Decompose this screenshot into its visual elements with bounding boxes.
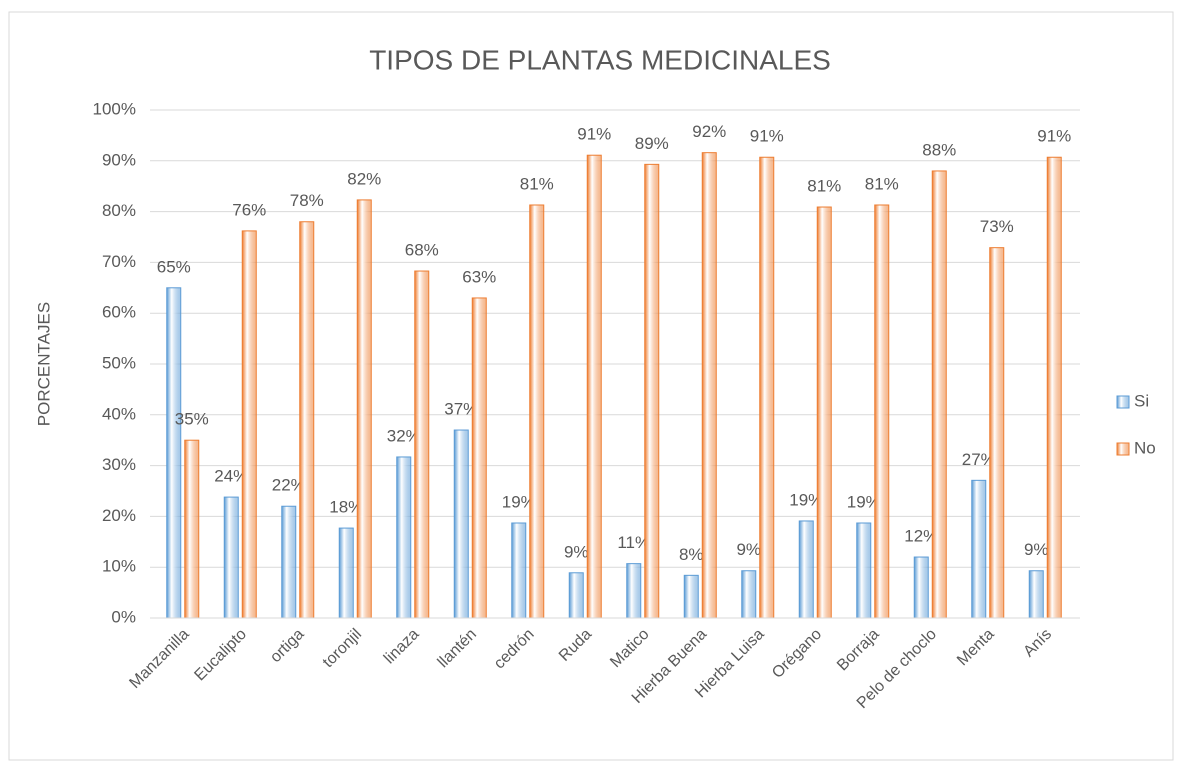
bar xyxy=(913,556,929,619)
data-label: 24% xyxy=(214,467,248,486)
bar xyxy=(1028,570,1044,619)
data-label: 81% xyxy=(807,177,841,196)
data-label: 9% xyxy=(736,540,761,559)
bar xyxy=(586,154,602,619)
bar xyxy=(281,505,297,619)
data-label: 37% xyxy=(444,400,478,419)
bar xyxy=(759,156,775,619)
data-label: 32% xyxy=(387,426,421,445)
data-label: 78% xyxy=(290,191,324,210)
y-tick-label: 0% xyxy=(111,607,136,626)
bar xyxy=(989,247,1005,619)
data-label: 19% xyxy=(847,492,881,511)
bar xyxy=(626,563,642,619)
data-label: 91% xyxy=(750,127,784,146)
data-label: 65% xyxy=(157,257,191,276)
bar xyxy=(241,230,257,619)
bar xyxy=(223,496,239,619)
bar xyxy=(874,204,890,619)
chart-title: TIPOS DE PLANTAS MEDICINALES xyxy=(369,44,831,75)
data-label: 91% xyxy=(1037,127,1071,146)
data-label: 12% xyxy=(904,527,938,546)
legend-swatch xyxy=(1116,442,1130,456)
bar xyxy=(184,439,200,619)
data-label: 76% xyxy=(232,200,266,219)
bar xyxy=(816,206,832,619)
bar xyxy=(338,527,354,619)
bar xyxy=(701,152,717,619)
data-label: 81% xyxy=(865,174,899,193)
data-label: 11% xyxy=(617,533,650,552)
bar xyxy=(356,199,372,619)
bar xyxy=(1046,156,1062,619)
data-label: 9% xyxy=(1024,540,1049,559)
bar xyxy=(568,572,584,619)
data-label: 63% xyxy=(462,267,496,286)
y-tick-label: 90% xyxy=(102,150,136,169)
bar xyxy=(683,574,699,619)
data-label: 89% xyxy=(635,134,669,153)
bar xyxy=(453,429,469,619)
data-label: 81% xyxy=(520,174,554,193)
y-tick-label: 30% xyxy=(102,455,136,474)
data-label: 19% xyxy=(789,490,823,509)
y-tick-label: 100% xyxy=(93,99,136,118)
bar xyxy=(856,522,872,619)
bar xyxy=(529,204,545,619)
y-tick-label: 70% xyxy=(102,252,136,271)
y-tick-label: 20% xyxy=(102,506,136,525)
bar xyxy=(741,570,757,619)
legend-label: Si xyxy=(1134,391,1149,410)
y-tick-label: 50% xyxy=(102,353,136,372)
data-label: 73% xyxy=(980,217,1014,236)
bar xyxy=(644,163,660,619)
y-tick-label: 40% xyxy=(102,404,136,423)
y-axis-title: PORCENTAJES xyxy=(34,302,53,426)
bar xyxy=(931,170,947,619)
y-tick-label: 80% xyxy=(102,201,136,220)
data-label: 68% xyxy=(405,241,439,260)
data-label: 92% xyxy=(692,122,726,141)
data-label: 9% xyxy=(564,542,589,561)
bar xyxy=(299,221,315,619)
bar xyxy=(166,287,182,619)
data-label: 22% xyxy=(272,476,306,495)
bar xyxy=(414,270,430,619)
data-label: 8% xyxy=(679,545,704,564)
bar xyxy=(971,479,987,619)
bar xyxy=(396,456,412,619)
data-label: 18% xyxy=(329,498,363,517)
bar xyxy=(471,297,487,619)
y-tick-label: 60% xyxy=(102,303,136,322)
data-label: 91% xyxy=(577,125,611,144)
data-label: 35% xyxy=(175,410,209,429)
data-label: 19% xyxy=(502,492,536,511)
legend-swatch xyxy=(1116,395,1130,409)
bar xyxy=(511,522,527,619)
y-tick-label: 10% xyxy=(102,557,136,576)
data-label: 27% xyxy=(962,450,996,469)
bar xyxy=(798,520,814,619)
data-label: 82% xyxy=(347,169,381,188)
data-label: 88% xyxy=(922,140,956,159)
legend-label: No xyxy=(1134,438,1156,457)
